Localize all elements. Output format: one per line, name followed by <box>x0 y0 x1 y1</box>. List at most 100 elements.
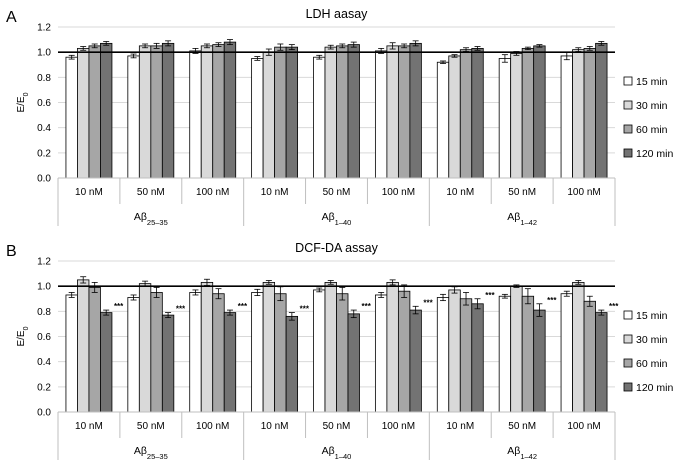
legend-label: 15 min <box>636 310 668 322</box>
bar <box>436 61 450 179</box>
bar <box>212 44 225 179</box>
category-label: 100 nM <box>382 187 415 198</box>
bar <box>324 46 337 179</box>
bar <box>285 315 299 413</box>
category-label: 50 nM <box>137 421 165 432</box>
bar <box>200 281 214 413</box>
group-label: Aβ1–42 <box>507 445 537 461</box>
category-label: 100 nM <box>196 421 229 432</box>
legend-swatch <box>623 358 633 368</box>
group-label: Aβ25–35 <box>134 445 168 461</box>
bar <box>161 42 175 179</box>
significance-mark: *** <box>300 305 310 314</box>
legend-swatch <box>623 76 633 86</box>
chart-title: DCF-DA assay <box>295 241 378 255</box>
y-tick-label: 0.6 <box>37 332 51 343</box>
significance-mark: *** <box>238 302 248 311</box>
category-label: 100 nM <box>567 187 600 198</box>
y-tick-label: 0.6 <box>37 98 51 109</box>
significance-mark: *** <box>547 296 557 305</box>
y-tick-label: 1.2 <box>37 257 51 268</box>
group-label: Aβ1–42 <box>507 211 537 227</box>
category-label: 10 nM <box>261 187 289 198</box>
y-tick-label: 1.2 <box>37 23 51 34</box>
bar <box>560 55 573 179</box>
bar <box>65 56 78 179</box>
bar <box>223 312 237 413</box>
dcfda-chart: DCF-DA assay 0.0 0.2 0.4 0.6 0.8 1.0 1.2 E/E0 ***… <box>16 241 674 461</box>
legend-label: 120 min <box>636 148 674 160</box>
legend-swatch <box>623 334 633 344</box>
group-label: Aβ1–40 <box>322 445 352 461</box>
bar <box>498 295 512 413</box>
bar <box>274 293 287 413</box>
bar <box>347 313 360 413</box>
panel-a: A LDH aasay 0.0 0.2 0.4 0.6 0.8 1.0 1.2 E/E0 10 n… <box>6 7 674 227</box>
significance-mark: *** <box>362 302 372 311</box>
legend-swatch <box>623 100 633 110</box>
bar <box>77 47 90 179</box>
bar <box>560 293 573 413</box>
bar <box>127 297 140 413</box>
legend-label: 120 min <box>636 382 674 394</box>
y-tick-label: 0.0 <box>37 174 51 185</box>
bar <box>212 293 225 413</box>
significance-mark: *** <box>176 305 186 314</box>
y-axis-label: E/E0 <box>16 326 30 346</box>
bar <box>583 300 596 413</box>
group-label: Aβ1–40 <box>322 211 352 227</box>
bar <box>448 289 461 413</box>
bar <box>572 281 585 413</box>
bar <box>274 46 287 179</box>
bar <box>595 42 608 179</box>
bar <box>336 293 349 413</box>
panel-b-label: B <box>6 243 17 260</box>
bar <box>510 285 523 413</box>
bar <box>189 292 202 413</box>
bar <box>324 281 337 413</box>
legend-label: 60 min <box>636 124 668 136</box>
bar <box>409 309 422 413</box>
legend-label: 60 min <box>636 358 668 370</box>
bar <box>336 45 349 179</box>
bar <box>313 289 326 413</box>
y-tick-label: 0.8 <box>37 73 51 84</box>
legend-swatch <box>623 148 633 158</box>
category-label: 50 nM <box>323 421 351 432</box>
y-tick-label: 0.2 <box>37 382 51 393</box>
category-label: 10 nM <box>446 187 474 198</box>
y-tick-label: 0.2 <box>37 148 51 159</box>
group-label: Aβ25–35 <box>134 211 168 227</box>
panel-a-label: A <box>6 9 17 26</box>
bar <box>510 53 523 179</box>
legend-swatch <box>623 382 633 392</box>
bar <box>200 45 214 179</box>
bar <box>595 312 608 413</box>
significance-mark: *** <box>609 302 619 311</box>
bar <box>127 55 140 179</box>
legend-label: 30 min <box>636 334 668 346</box>
bar <box>150 292 163 413</box>
category-label: 10 nM <box>446 421 474 432</box>
bar <box>521 47 535 179</box>
bar <box>138 283 152 413</box>
bar <box>436 297 450 413</box>
bar <box>533 45 546 179</box>
y-tick-label: 0.8 <box>37 307 51 318</box>
category-label: 10 nM <box>75 421 103 432</box>
bar <box>374 294 388 413</box>
bar <box>498 58 512 179</box>
bar <box>521 295 535 413</box>
significance-mark: *** <box>423 298 433 307</box>
category-label: 50 nM <box>508 421 536 432</box>
bar <box>386 281 399 413</box>
bar <box>459 298 473 413</box>
bar <box>161 314 175 413</box>
bar <box>409 42 422 179</box>
category-label: 10 nM <box>261 421 289 432</box>
category-label: 100 nM <box>382 421 415 432</box>
significance-mark: *** <box>114 302 124 311</box>
legend-label: 15 min <box>636 76 668 88</box>
y-tick-label: 1.0 <box>37 48 51 59</box>
